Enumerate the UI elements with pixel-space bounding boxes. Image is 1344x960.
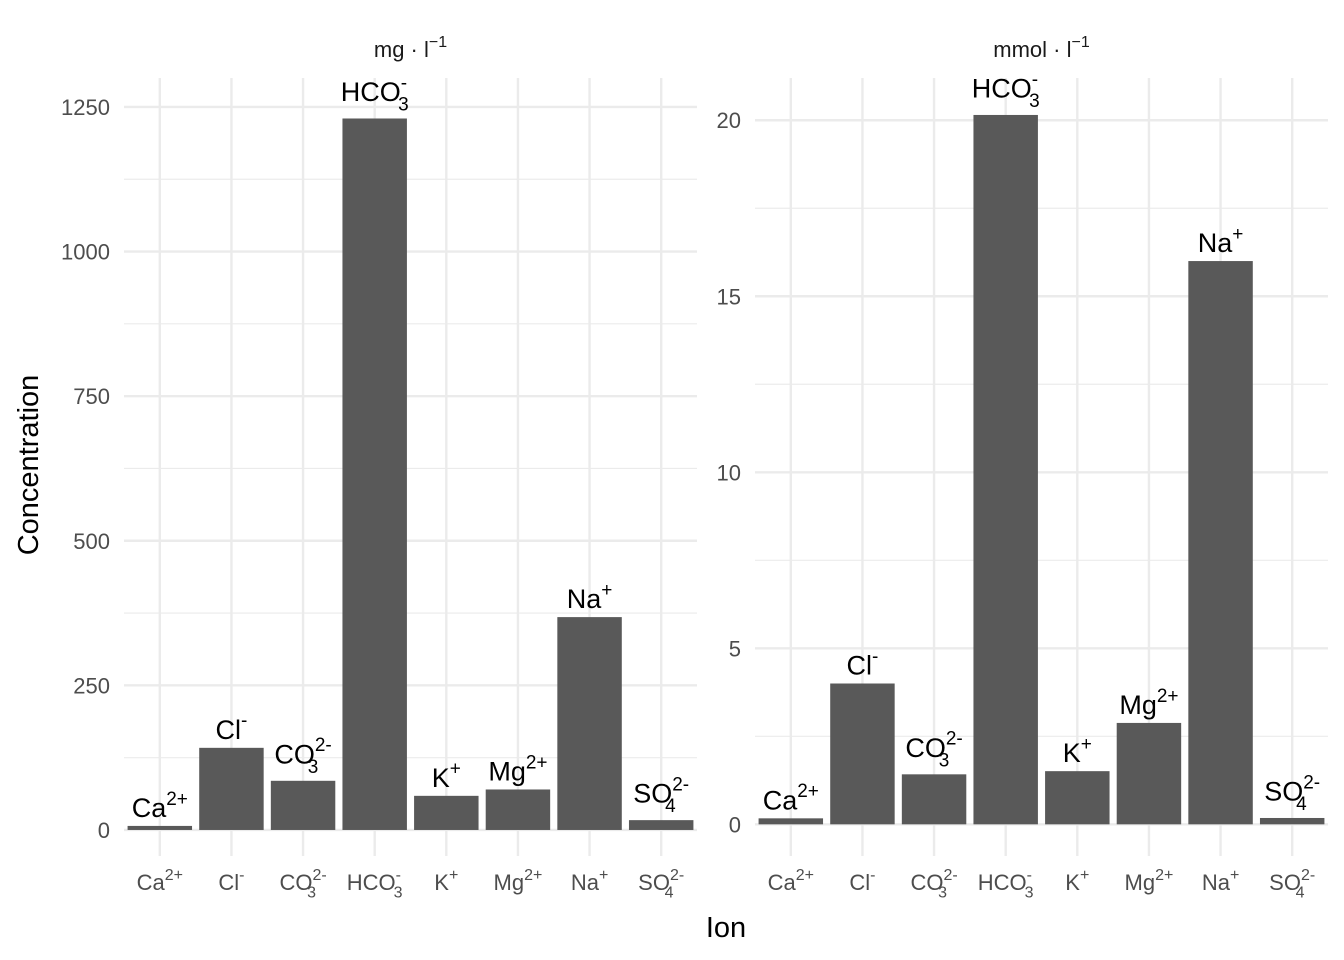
panel-title: mg · l−1 (374, 34, 447, 62)
bar (973, 114, 1038, 825)
x-tick-label: Mg2+ (494, 867, 543, 895)
y-tick-label: 10 (717, 460, 741, 485)
bar (270, 780, 336, 830)
x-tick-label: CO2-3 (279, 867, 326, 902)
bar (342, 118, 407, 830)
bar-label: SO2-4 (633, 775, 689, 818)
bar-label: K+ (1063, 734, 1092, 768)
bar-label: Ca2+ (132, 789, 188, 823)
bar-label: Na+ (1198, 224, 1244, 258)
bar-label: Mg2+ (488, 752, 547, 786)
panel-1: 0 250 500 750 1000 1250 mg · l−1 Ca2+ Ca2+ Cl- Cl-… (61, 34, 697, 902)
x-tick-label: HCO-3 (347, 867, 403, 902)
y-tick-label: 500 (73, 529, 110, 554)
y-tick-label: 15 (717, 284, 741, 309)
x-tick-label: SO2-4 (1269, 867, 1315, 902)
x-axis-title: Ion (706, 912, 746, 944)
bar (758, 818, 824, 825)
bar-label: CO2-3 (905, 729, 962, 772)
bar-label: Cl- (216, 711, 248, 745)
bar (1259, 817, 1325, 825)
bar (901, 774, 967, 825)
y-tick-label: 5 (729, 636, 741, 661)
bar-label: HCO-3 (972, 69, 1040, 112)
x-tick-label: Cl- (849, 867, 875, 895)
x-tick-label: Ca2+ (768, 867, 814, 895)
y-tick-label: 20 (717, 108, 741, 133)
chart-panels: 0 250 500 750 1000 1250 mg · l−1 Ca2+ Ca2+ Cl- Cl-… (61, 34, 1328, 902)
bar-label: K+ (432, 759, 461, 793)
panel-title: mmol · l−1 (993, 34, 1090, 62)
bar (485, 789, 551, 830)
bar-label: HCO-3 (341, 73, 409, 116)
y-tick-label: 250 (73, 673, 110, 698)
bar (199, 747, 264, 830)
bar-label: CO2-3 (274, 735, 331, 778)
y-tick-label: 1250 (61, 95, 110, 120)
x-tick-label: K+ (1065, 867, 1089, 895)
bar-label: SO2-4 (1264, 772, 1320, 815)
bar-label: Cl- (847, 646, 879, 680)
x-tick-label: Ca2+ (137, 867, 183, 895)
y-tick-label: 1000 (61, 240, 110, 265)
bar-label: Na+ (567, 580, 613, 614)
x-tick-label: Na+ (571, 867, 608, 895)
y-tick-label: 0 (98, 818, 110, 843)
x-tick-label: Cl- (218, 867, 244, 895)
bar-label: Ca2+ (763, 781, 819, 815)
x-tick-label: K+ (434, 867, 458, 895)
bar (628, 820, 694, 830)
x-tick-label: Na+ (1202, 867, 1239, 895)
x-tick-label: HCO-3 (978, 867, 1034, 902)
bar (830, 683, 895, 825)
y-tick-label: 0 (729, 812, 741, 837)
y-tick-label: 750 (73, 384, 110, 409)
x-tick-label: Mg2+ (1125, 867, 1174, 895)
bar (1116, 722, 1182, 825)
bar (557, 617, 622, 830)
x-tick-label: CO2-3 (910, 867, 957, 902)
bar-label: Mg2+ (1119, 686, 1178, 720)
bar (1188, 261, 1253, 825)
bar (127, 825, 193, 830)
panel-2: 0 5 10 15 20 mmol · l−1 Ca2+ Ca2+ Cl- Cl- CO2-3 CO2… (717, 34, 1328, 902)
y-axis-title: Concentration (13, 375, 45, 556)
bar (1045, 771, 1110, 825)
bar (414, 795, 479, 830)
x-tick-label: SO2-4 (638, 867, 684, 902)
